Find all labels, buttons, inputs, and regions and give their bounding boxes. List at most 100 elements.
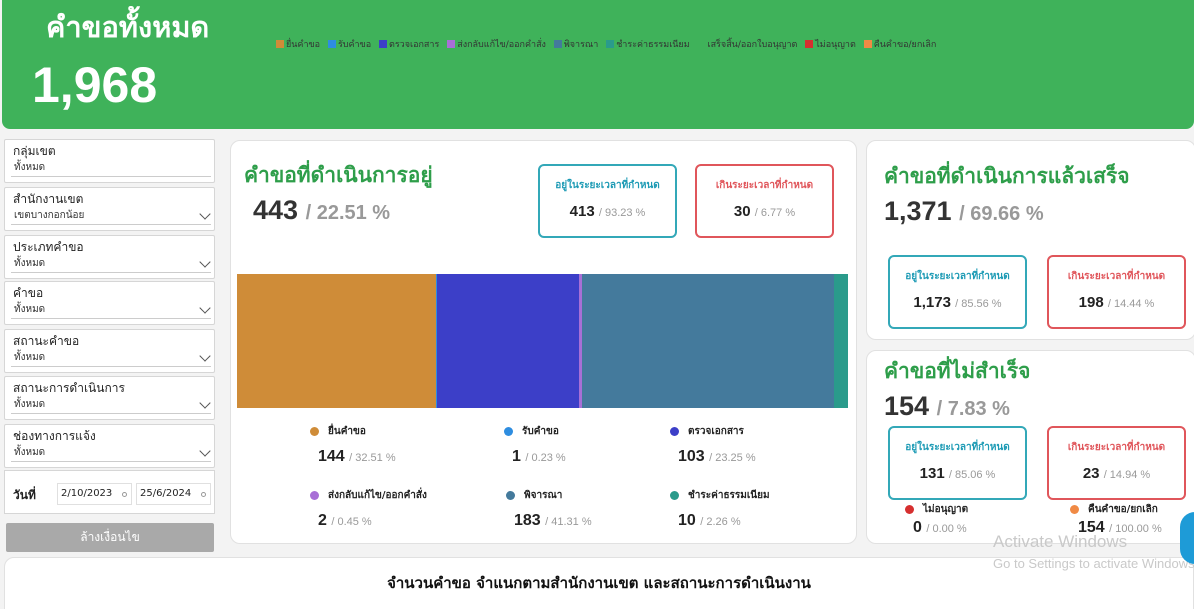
overdue-label: เกินระยะเวลาที่กำหนด <box>1067 442 1166 453</box>
bar-segment-fee[interactable] <box>834 274 848 408</box>
end-date-input[interactable]: 25/6/2024 <box>136 483 211 505</box>
bar-segment-submit[interactable] <box>237 274 436 408</box>
filter-request-status[interactable]: สถานะคำขอ ทั้งหมด <box>4 329 215 373</box>
filter-label: สถานะการดำเนินการ <box>13 381 125 395</box>
legend-dot <box>1070 505 1079 514</box>
end-date-value: 25/6/2024 <box>140 488 192 499</box>
on-time-percent: / 85.56 % <box>955 298 1002 310</box>
legend-label: รับคำขอ <box>337 40 372 50</box>
overdue-count: 198 <box>1078 294 1104 311</box>
filter-label: ประเภทคำขอ <box>13 240 84 254</box>
legend-value: 103 / 23.25 % <box>678 448 756 466</box>
completed-percent: / 69.66 % <box>959 203 1044 225</box>
bar-segment-return[interactable] <box>579 274 582 408</box>
legend-swatch <box>447 40 456 48</box>
reset-filters-button[interactable]: ล้างเงื่อนไข <box>6 523 214 552</box>
legend-not-permitted[interactable]: ไม่อนุญาต <box>805 37 856 51</box>
chevron-down-icon[interactable] <box>199 208 211 220</box>
calendar-icon[interactable] <box>201 492 206 497</box>
filter-request-type[interactable]: ประเภทคำขอ ทั้งหมด <box>4 235 215 279</box>
legend-dot <box>310 427 319 436</box>
legend-label: คืนคำขอ/ยกเลิก <box>873 40 937 50</box>
start-date-input[interactable]: 2/10/2023 <box>57 483 132 505</box>
completed-count: 1,371 <box>884 196 952 226</box>
chevron-down-icon[interactable] <box>199 445 211 457</box>
in-progress-on-time-box: อยู่ในระยะเวลาที่กำหนด 413 / 93.23 % <box>538 164 677 238</box>
legend-label: ไม่อนุญาต <box>815 40 856 50</box>
filter-value: ทั้งหมด <box>14 352 46 363</box>
legend-value: 154 / 100.00 % <box>1078 519 1162 537</box>
bar-segment-receive[interactable] <box>435 274 438 408</box>
in-progress-title: คำขอที่ดำเนินการอยู่ <box>244 163 433 187</box>
overdue-value: 198 / 14.44 % <box>1049 294 1184 311</box>
breakdown-percent: / 100.00 % <box>1109 523 1162 535</box>
legend-return[interactable]: ส่งกลับแก้ไข/ออกคำสั่ง <box>447 37 546 51</box>
on-time-percent: / 85.06 % <box>948 469 996 481</box>
in-progress-total: 443 / 22.51 % <box>253 195 390 226</box>
legend-cancelled[interactable]: คืนคำขอ/ยกเลิก <box>863 37 937 51</box>
request-status-select[interactable]: ทั้งหมด <box>11 349 211 367</box>
channel-select[interactable]: ทั้งหมด <box>11 444 211 462</box>
filter-district-group[interactable]: กลุ่มเขต ทั้งหมด <box>4 139 215 183</box>
chevron-down-icon[interactable] <box>199 256 211 268</box>
process-status-select[interactable]: ทั้งหมด <box>11 396 211 414</box>
chevron-down-icon[interactable] <box>199 350 211 362</box>
filter-value: ทั้งหมด <box>14 447 46 458</box>
breakdown-percent: / 0.00 % <box>926 523 967 535</box>
stage-percent: / 23.25 % <box>709 452 756 464</box>
filter-district-office[interactable]: สำนักงานเขต เขตบางกอกน้อย <box>4 187 215 231</box>
stage-legend-submit: ยื่นคำขอ 144 / 32.51 % <box>310 424 490 474</box>
legend-document-check[interactable]: ตรวจเอกสาร <box>379 37 439 51</box>
chevron-down-icon[interactable] <box>199 302 211 314</box>
legend-label: พิจารณา <box>563 40 599 50</box>
district-group-select[interactable]: ทั้งหมด <box>11 159 211 177</box>
legend-name: คืนคำขอ/ยกเลิก <box>1088 504 1158 515</box>
stage-legend-receive: รับคำขอ 1 / 0.23 % <box>504 424 684 474</box>
legend-label: เสร็จสิ้น/ออกใบอนุญาต <box>707 40 798 50</box>
on-time-label: อยู่ในระยะเวลาที่กำหนด <box>905 442 1010 453</box>
failed-on-time-box: อยู่ในระยะเวลาที่กำหนด 131 / 85.06 % <box>888 426 1027 500</box>
filter-label: ช่องทางการแจ้ง <box>13 429 96 443</box>
bar-segment-document-check[interactable] <box>436 274 580 408</box>
legend-name: ยื่นคำขอ <box>328 426 366 437</box>
on-time-label: อยู่ในระยะเวลาที่กำหนด <box>905 271 1010 282</box>
request-select[interactable]: ทั้งหมด <box>11 301 211 319</box>
failed-total: 154 / 7.83 % <box>884 391 1010 422</box>
chevron-down-icon[interactable] <box>199 397 211 409</box>
legend-value: 0 / 0.00 % <box>913 519 967 537</box>
legend-fee[interactable]: ชำระค่าธรรมเนียม <box>606 37 690 51</box>
filter-process-status[interactable]: สถานะการดำเนินการ ทั้งหมด <box>4 376 215 420</box>
stage-count: 2 <box>318 512 327 529</box>
legend-dot <box>506 491 515 500</box>
stage-legend-consider: พิจารณา 183 / 41.31 % <box>506 488 686 538</box>
legend-dot <box>670 491 679 500</box>
legend-receive[interactable]: รับคำขอ <box>327 37 372 51</box>
legend-consider[interactable]: พิจารณา <box>553 37 599 51</box>
legend-swatch <box>805 40 814 48</box>
stage-percent: / 32.51 % <box>349 452 396 464</box>
overdue-count: 30 <box>733 203 751 220</box>
legend-submit[interactable]: ยื่นคำขอ <box>276 37 320 51</box>
filter-label: สถานะคำขอ <box>13 334 80 348</box>
on-time-count: 413 <box>569 203 595 220</box>
legend-value: 183 / 41.31 % <box>514 512 592 530</box>
legend-name: ชำระค่าธรรมเนียม <box>688 490 770 501</box>
filter-channel[interactable]: ช่องทางการแจ้ง ทั้งหมด <box>4 424 215 468</box>
filter-value: ทั้งหมด <box>14 258 46 269</box>
filter-request[interactable]: คำขอ ทั้งหมด <box>4 281 215 325</box>
bar-segment-consider[interactable] <box>581 274 835 408</box>
filter-value: ทั้งหมด <box>14 399 46 410</box>
district-office-select[interactable]: เขตบางกอกน้อย <box>11 207 211 225</box>
stage-legend-document-check: ตรวจเอกสาร 103 / 23.25 % <box>670 424 850 474</box>
legend-name: รับคำขอ <box>522 426 559 437</box>
chat-bubble-icon[interactable] <box>1180 512 1194 564</box>
calendar-icon[interactable] <box>122 492 127 497</box>
stage-count: 144 <box>318 448 345 465</box>
stage-stacked-bar <box>237 274 848 408</box>
failed-percent: / 7.83 % <box>936 398 1010 420</box>
filter-value: เขตบางกอกน้อย <box>14 210 85 221</box>
request-type-select[interactable]: ทั้งหมด <box>11 255 211 273</box>
legend-completed[interactable]: เสร็จสิ้น/ออกใบอนุญาต <box>697 37 798 51</box>
district-status-chart: จำนวนคำขอ จำแนกตามสำนักงานเขต และสถานะกา… <box>4 557 1194 609</box>
filter-value: ทั้งหมด <box>14 304 46 315</box>
